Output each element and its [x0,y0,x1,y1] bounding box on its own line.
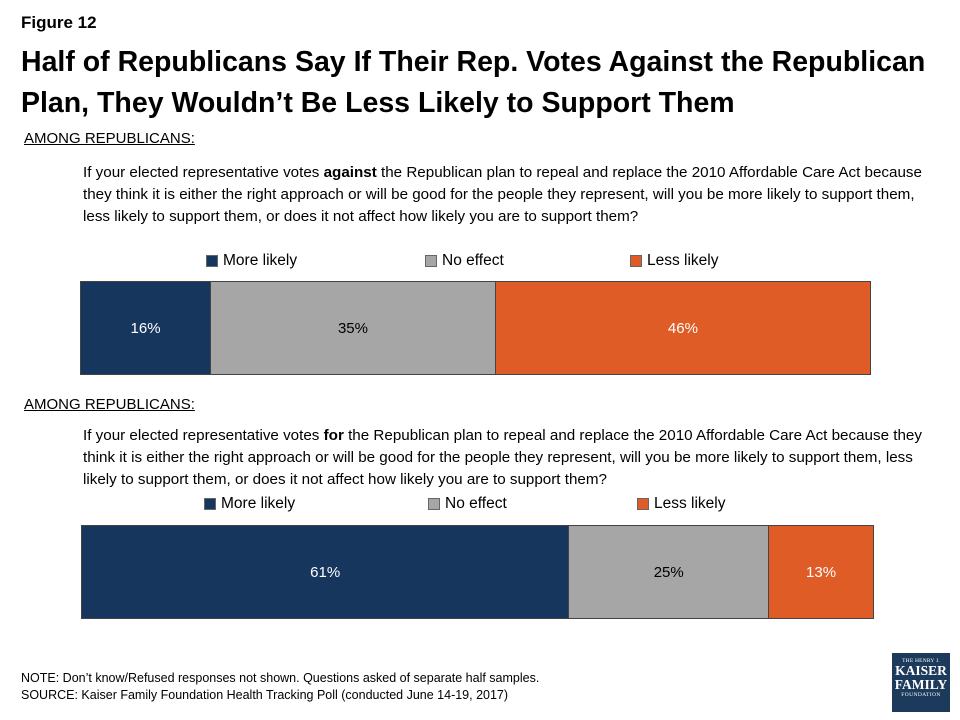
source-text: SOURCE: Kaiser Family Foundation Health … [21,688,509,702]
legend2-more-likely-swatch [204,498,216,510]
kff-logo: THE HENRY J. KAISER FAMILY FOUNDATION [892,653,950,712]
panel1-question: If your elected representative votes aga… [83,162,943,228]
logo-line4: FOUNDATION [901,692,941,698]
legend2-no-effect: No effect [428,494,507,514]
chart1-stacked-bar: 16% 35% 46% [80,281,871,375]
panel1-question-pre: If your elected representative votes [83,164,324,181]
legend1-more-likely: More likely [206,251,297,271]
panel1-subtitle: AMONG REPUBLICANS: [24,130,195,147]
legend1-less-likely: Less likely [630,251,719,271]
chart2-legend: More likely No effect Less likely [0,494,960,514]
figure-label: Figure 12 [21,13,97,32]
bar2-label-less-likely: 13% [806,563,837,581]
legend1-less-likely-label: Less likely [647,252,719,269]
bar1-label-less-likely: 46% [667,319,698,337]
panel2-subtitle: AMONG REPUBLICANS: [24,396,195,413]
bar1-label-no-effect: 35% [337,319,368,337]
panel2-question: If your elected representative votes for… [83,425,943,491]
panel2-question-bold: for [323,427,344,444]
chart2-stacked-bar: 61% 25% 13% [81,525,874,619]
note-text: NOTE: Don’t know/Refused responses not s… [21,671,540,685]
chart1-legend: More likely No effect Less likely [0,251,960,271]
bar1-segment-more-likely: 16% [81,282,212,374]
legend2-more-likely: More likely [204,494,295,514]
legend1-no-effect: No effect [425,251,504,271]
bar2-label-more-likely: 61% [310,563,341,581]
panel1-question-bold: against [323,164,377,181]
legend2-less-likely-swatch [637,498,649,510]
logo-line1: THE HENRY J. [902,658,940,664]
panel1-question-post: the Republican plan to repeal and replac… [83,164,922,225]
legend1-no-effect-label: No effect [442,252,504,269]
legend2-more-likely-label: More likely [221,495,296,512]
legend2-no-effect-label: No effect [445,495,507,512]
legend1-more-likely-label: More likely [223,252,298,269]
panel2-question-post: the Republican plan to repeal and replac… [83,427,922,488]
footnote: NOTE: Don’t know/Refused responses not s… [21,670,539,704]
bar1-segment-no-effect: 35% [211,282,496,374]
bar1-segment-less-likely: 46% [495,282,870,374]
bar1-label-more-likely: 16% [130,319,161,337]
bar2-segment-less-likely: 13% [769,526,873,618]
logo-line3: FAMILY [894,677,948,692]
bar2-label-no-effect: 25% [653,563,684,581]
legend1-less-likely-swatch [630,255,642,267]
legend1-more-likely-swatch [206,255,218,267]
panel2-question-pre: If your elected representative votes [83,427,324,444]
bar2-segment-more-likely: 61% [82,526,570,618]
legend1-no-effect-swatch [425,255,437,267]
legend2-no-effect-swatch [428,498,440,510]
page-title: Half of Republicans Say If Their Rep. Vo… [21,46,926,119]
legend2-less-likely: Less likely [637,494,726,514]
legend2-less-likely-label: Less likely [654,495,726,512]
logo-line2: KAISER [895,663,947,678]
bar2-segment-no-effect: 25% [569,526,770,618]
